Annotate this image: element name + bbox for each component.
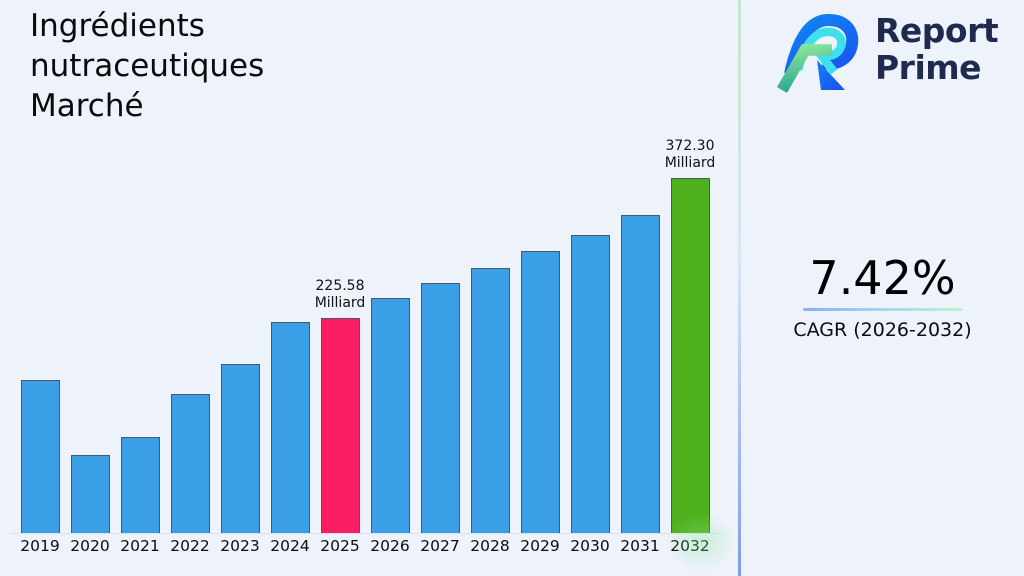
- bar-column-2031: [615, 173, 665, 533]
- bar-chart-years: 2019 2020 2021 2022 2023 2024 2025 2026 2027 2028…: [15, 537, 715, 555]
- bar-2023: [220, 364, 260, 533]
- cagr-value: 7.42%: [809, 251, 956, 305]
- bar-2027: [420, 283, 460, 533]
- bar-column-2026: [365, 173, 415, 533]
- bar-chart-bars: 225.58 Milliard 372.30 Milliard: [15, 138, 715, 533]
- x-axis-label-2026: 2026: [370, 537, 410, 555]
- brand-name-line2: Prime: [875, 48, 982, 87]
- x-axis-label-2025: 2025: [320, 537, 360, 555]
- brand-name-line1: Report: [875, 11, 999, 50]
- bar-2028: [470, 268, 510, 533]
- bar-2021: [120, 437, 160, 533]
- bar-2025: [320, 318, 360, 533]
- bar-column-2019: [15, 173, 65, 533]
- bar-chart: 225.58 Milliard 372.30 Milliard 2019 2020 202…: [10, 138, 736, 572]
- cagr-block: 7.42% CAGR (2026-2032): [741, 252, 1024, 341]
- page-title-line1: Ingrédients: [30, 8, 205, 44]
- page-title-line2: nutraceutiques: [30, 48, 265, 84]
- x-axis-label-2019: 2019: [20, 537, 60, 555]
- right-panel: Report Prime 7.42% CAGR (2026-2032): [741, 0, 1024, 576]
- brand-name: Report Prime: [875, 11, 999, 87]
- x-axis-label-2024: 2024: [270, 537, 310, 555]
- x-axis-label-2030: 2030: [570, 537, 610, 555]
- bar-column-2025: 225.58 Milliard: [315, 173, 365, 533]
- x-axis-label-2032: 2032: [670, 537, 710, 555]
- bar-2026: [370, 298, 410, 533]
- bar-2029: [520, 251, 560, 533]
- x-axis-label-2031: 2031: [620, 537, 660, 555]
- x-axis-label-2029: 2029: [520, 537, 560, 555]
- bar-2032: [670, 178, 710, 533]
- bar-2031: [620, 215, 660, 533]
- page-title: Ingrédients nutraceutiques Marché: [30, 6, 264, 126]
- bar-2030: [570, 235, 610, 533]
- bar-column-2027: [415, 173, 465, 533]
- bar-column-2020: [65, 173, 115, 533]
- x-axis-label-2020: 2020: [70, 537, 110, 555]
- bar-2019: [20, 380, 60, 533]
- bar-column-2030: [565, 173, 615, 533]
- bar-2024: [270, 322, 310, 533]
- bar-column-2032: 372.30 Milliard: [665, 138, 715, 533]
- cagr-label: CAGR (2026-2032): [793, 319, 972, 341]
- x-axis-label-2028: 2028: [470, 537, 510, 555]
- vertical-divider: [738, 0, 741, 576]
- bar-2020: [70, 455, 110, 533]
- x-axis-line: [10, 533, 722, 534]
- x-axis-label-2021: 2021: [120, 537, 160, 555]
- page-title-line3: Marché: [30, 88, 144, 124]
- bar-column-2029: [515, 173, 565, 533]
- bar-column-2022: [165, 173, 215, 533]
- brand-logo: Report Prime: [777, 8, 1007, 100]
- report-prime-logo-icon: [777, 14, 859, 93]
- bar-column-2024: [265, 173, 315, 533]
- bar-column-2021: [115, 173, 165, 533]
- x-axis-label-2022: 2022: [170, 537, 210, 555]
- bar-2022: [170, 394, 210, 533]
- bar-column-2028: [465, 173, 515, 533]
- bar-value-label-2032: 372.30 Milliard: [664, 138, 716, 171]
- x-axis-label-2023: 2023: [220, 537, 260, 555]
- bar-column-2023: [215, 173, 265, 533]
- cagr-underline-decoration: [802, 308, 963, 311]
- x-axis-label-2027: 2027: [420, 537, 460, 555]
- bar-value-label-2025: 225.58 Milliard: [314, 278, 366, 311]
